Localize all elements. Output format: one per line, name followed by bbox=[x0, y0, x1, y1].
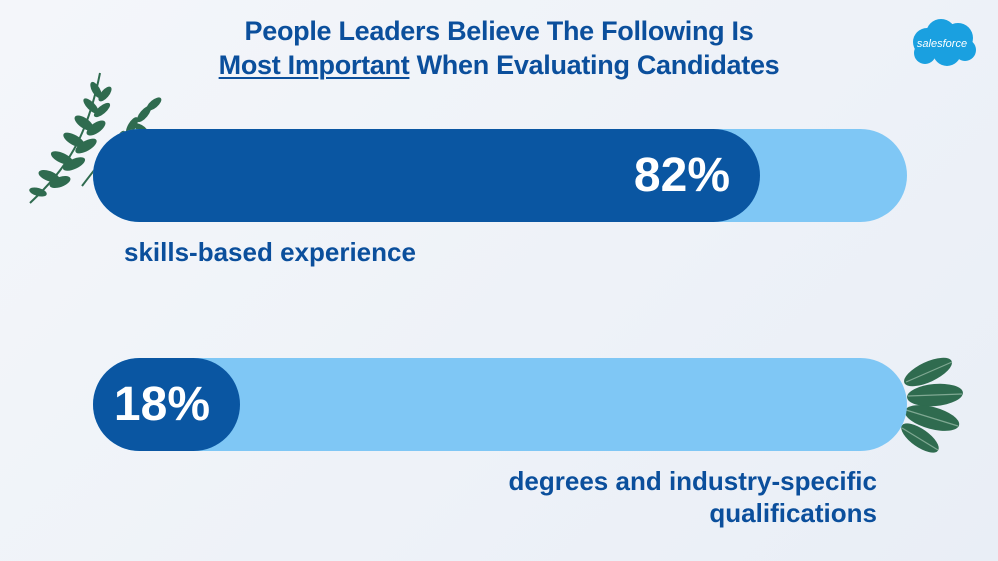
salesforce-cloud-logo: salesforce bbox=[913, 19, 976, 66]
bar-track-degrees: 18% bbox=[93, 358, 907, 451]
category-label-degrees-line-2: qualifications bbox=[709, 498, 877, 528]
bar-fill-skills: 82% bbox=[93, 129, 760, 222]
category-label-degrees-line-1: degrees and industry-specific bbox=[508, 466, 877, 496]
bar-fill-degrees: 18% bbox=[93, 358, 240, 451]
data-label-degrees: 18% bbox=[113, 378, 210, 431]
title-emphasis: Most Important bbox=[218, 50, 410, 80]
logo-cloud-shape bbox=[913, 19, 976, 66]
category-label-degrees: degrees and industry-specific qualificati… bbox=[417, 465, 877, 529]
title-rest: When Evaluating Candidates bbox=[409, 50, 780, 80]
leaf-right-decoration bbox=[901, 357, 963, 453]
chart-title-line-1: People Leaders Believe The Following Is bbox=[244, 16, 754, 46]
chart-title-line-2: Most Important When Evaluating Candidate… bbox=[0, 50, 998, 81]
logo-text: salesforce bbox=[917, 38, 967, 50]
category-label-skills: skills-based experience bbox=[124, 237, 416, 267]
bar-track-skills: 82% bbox=[93, 129, 907, 222]
data-label-skills: 82% bbox=[633, 149, 730, 202]
